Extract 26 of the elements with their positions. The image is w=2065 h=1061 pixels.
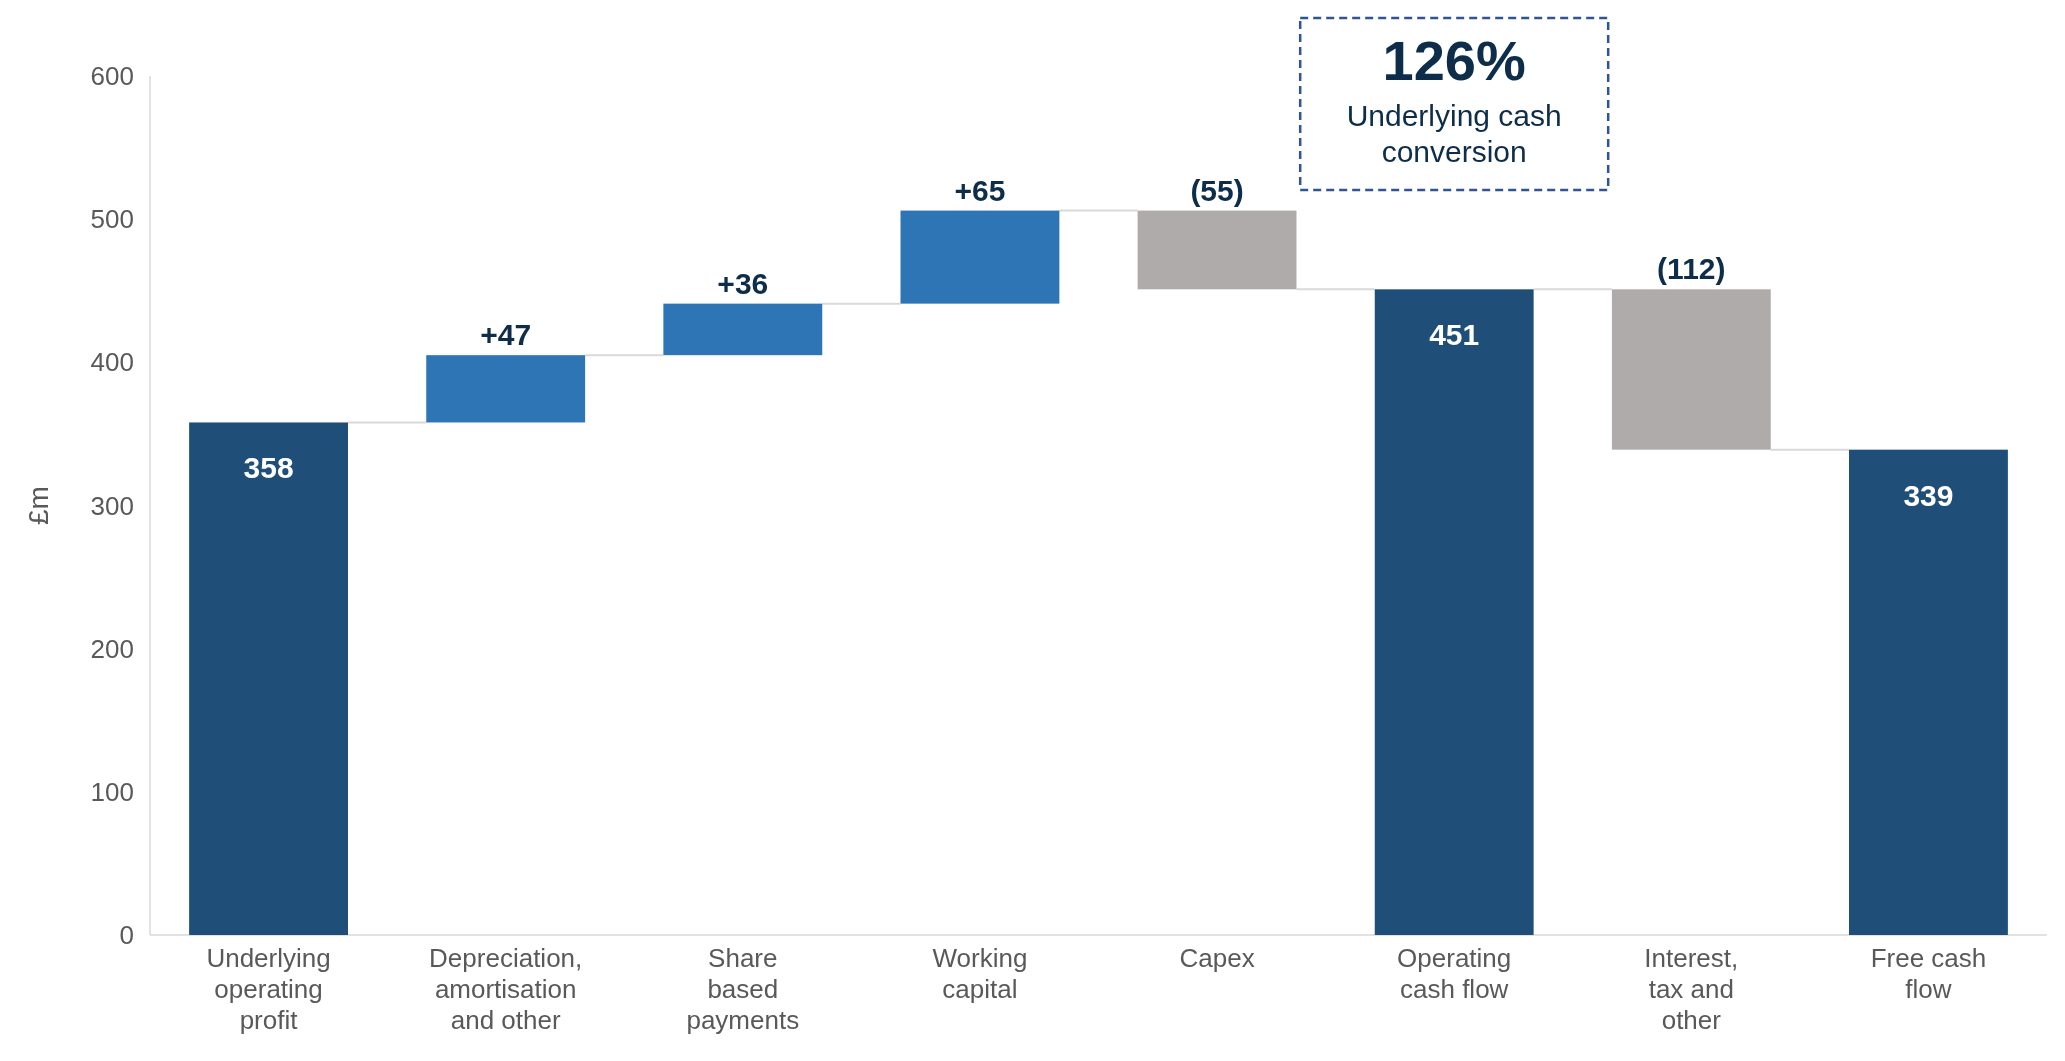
data-label: +65 bbox=[954, 173, 1006, 207]
y-tick-label: 600 bbox=[90, 61, 134, 92]
y-tick-label: 400 bbox=[90, 347, 134, 378]
annotation: 126% bbox=[1382, 29, 1526, 92]
annotation: Underlying cash conversion bbox=[1346, 99, 1562, 168]
x-tick-label: Operating cash flow bbox=[1397, 943, 1512, 1004]
data-label: +36 bbox=[717, 266, 769, 300]
data-label: 339 bbox=[1903, 478, 1954, 512]
data-label: (55) bbox=[1190, 173, 1244, 207]
y-tick-label: 100 bbox=[90, 776, 134, 807]
x-tick-label: Free cash flow bbox=[1870, 943, 1987, 1004]
data-label: 358 bbox=[243, 451, 294, 485]
x-tick-label: Capex bbox=[1179, 943, 1255, 973]
y-axis-title: £m bbox=[23, 486, 54, 525]
x-tick-label: Underlying operating profit bbox=[206, 943, 331, 1035]
y-tick-label: 0 bbox=[119, 920, 134, 951]
y-tick-label: 500 bbox=[90, 204, 134, 235]
x-tick-label: Share based payments bbox=[686, 943, 800, 1035]
data-label: +47 bbox=[480, 318, 532, 352]
y-tick-label: 300 bbox=[90, 490, 134, 521]
x-tick-label: Working capital bbox=[932, 943, 1028, 1004]
data-label: (112) bbox=[1657, 252, 1726, 286]
data-label: 451 bbox=[1429, 318, 1480, 352]
x-tick-label: Depreciation, amortisation and other bbox=[429, 943, 583, 1035]
x-tick-label: Interest, tax and other bbox=[1644, 943, 1739, 1035]
y-tick-label: 200 bbox=[90, 633, 134, 664]
